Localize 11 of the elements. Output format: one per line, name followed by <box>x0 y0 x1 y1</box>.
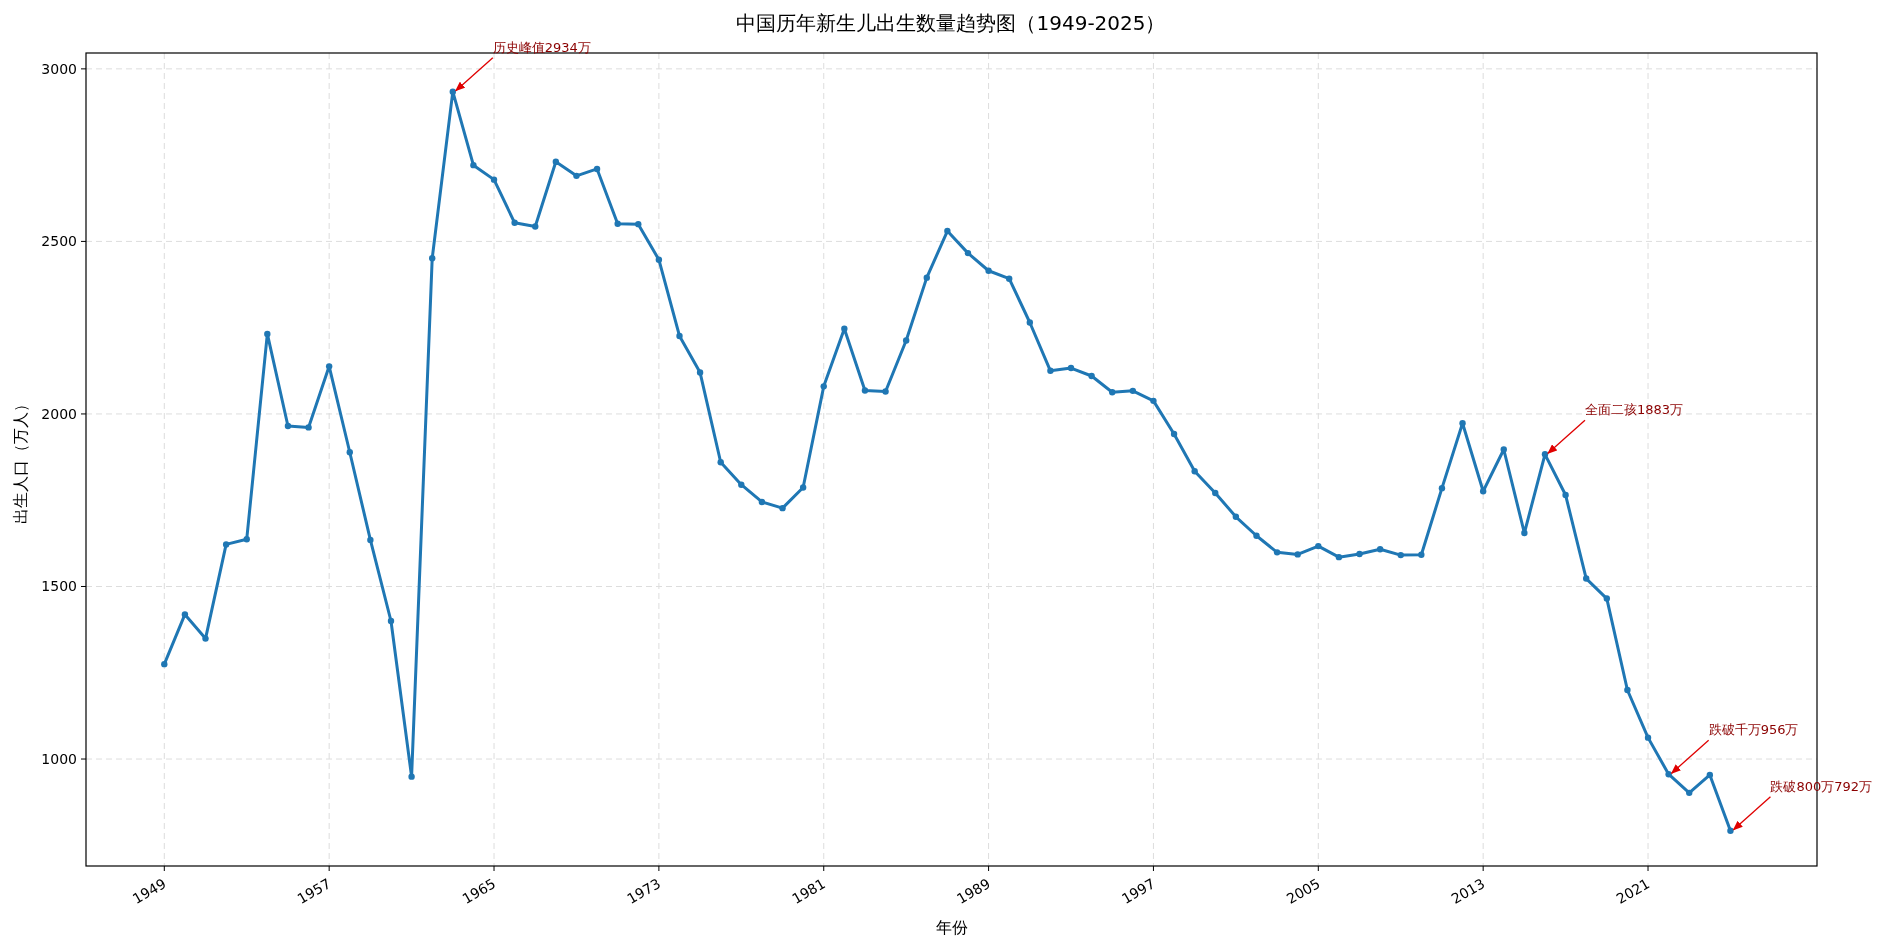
y-tick-label: 3000 <box>41 60 77 77</box>
annotation: 全面二孩1883万 <box>1584 402 1684 418</box>
y-tick-label: 1000 <box>41 751 77 768</box>
chart-title: 中国历年新生儿出生数量趋势图（1949-2025） <box>736 11 1166 35</box>
annotation: 跌破千万956万 <box>1708 722 1799 738</box>
y-tick-label: 2500 <box>41 233 77 250</box>
y-tick-label: 2000 <box>41 405 77 422</box>
x-axis-title: 年份 <box>935 918 968 937</box>
annotation: 历史峰值2934万 <box>492 39 591 55</box>
y-axis-title: 出生人口（万人） <box>11 395 30 524</box>
y-tick-label: 1500 <box>41 578 77 595</box>
